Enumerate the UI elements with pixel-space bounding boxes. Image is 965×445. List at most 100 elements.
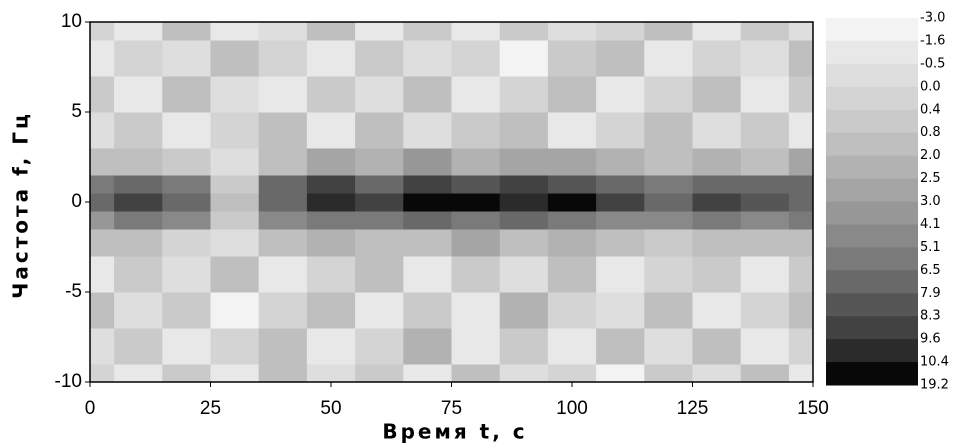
colorbar-label: 6.5 [920, 263, 941, 278]
contour-cell [740, 40, 790, 77]
contour-cell [90, 193, 115, 212]
contour-cell [114, 292, 163, 329]
contour-cell [596, 364, 645, 383]
contour-cell [644, 211, 693, 230]
contour-cell [114, 22, 163, 41]
contour-cell [403, 22, 452, 41]
contour-cell [499, 328, 549, 365]
contour-cell [692, 76, 742, 113]
contour-cell [644, 193, 693, 212]
contour-cell [355, 148, 404, 176]
contour-cell [547, 40, 597, 77]
contour-cell [644, 148, 693, 176]
colorbar-label: 2.0 [920, 148, 941, 163]
contour-cell [692, 193, 742, 212]
contour-cell [355, 229, 404, 257]
contour-cell [596, 148, 645, 176]
contour-cell [306, 148, 356, 176]
contour-cell [210, 229, 260, 257]
contour-cell [355, 40, 404, 77]
colorbar-label: 3.0 [920, 194, 941, 209]
contour-cell [451, 256, 501, 293]
contour-cell [306, 22, 356, 41]
contour-cell [499, 229, 549, 257]
contour-cell [740, 256, 790, 293]
contour-cell [547, 175, 597, 194]
contour-cell [644, 256, 693, 293]
contour-cell [90, 211, 115, 230]
x-tick-label: 100 [556, 398, 588, 419]
contour-cell [306, 193, 356, 212]
contour-cell [788, 76, 814, 113]
contour-cell [451, 22, 501, 41]
contour-cell [403, 256, 452, 293]
contour-cell [740, 193, 790, 212]
contour-cell [547, 328, 597, 365]
contour-cell [451, 211, 501, 230]
contour-cell [499, 292, 549, 329]
contour-cell [355, 112, 404, 149]
contour-cell [788, 193, 814, 212]
contour-cell [740, 148, 790, 176]
contour-cell [306, 229, 356, 257]
x-tick-label: 75 [441, 398, 462, 419]
contour-cell [451, 112, 501, 149]
colorbar-band [826, 18, 918, 42]
contour-cell [451, 148, 501, 176]
contour-cell [258, 22, 308, 41]
x-tick-label: 125 [677, 398, 709, 419]
contour-cell [596, 22, 645, 41]
contour-cell [162, 148, 211, 176]
contour-cell [692, 148, 742, 176]
contour-cell [355, 364, 404, 383]
contour-cell [547, 211, 597, 230]
contour-cell [355, 76, 404, 113]
contour-cell [740, 364, 790, 383]
contour-cell [788, 292, 814, 329]
contour-cell [403, 229, 452, 257]
contour-cell [258, 40, 308, 77]
y-axis-title: Частота f, Гц [9, 111, 33, 299]
y-tick-label: -10 [55, 371, 82, 392]
contour-cell [547, 256, 597, 293]
colorbar-label: 4.1 [920, 217, 941, 232]
x-tick-label: 25 [200, 398, 221, 419]
contour-cell [90, 256, 115, 293]
contour-cell [162, 40, 211, 77]
contour-cell [258, 256, 308, 293]
contour-cell [547, 292, 597, 329]
contour-cell [403, 193, 452, 212]
contour-field [90, 22, 814, 383]
contour-cell [499, 193, 549, 212]
colorbar-label: 2.5 [920, 171, 941, 186]
contour-cell [499, 76, 549, 113]
contour-cell [306, 328, 356, 365]
contour-cell [788, 211, 814, 230]
colorbar-band [826, 224, 918, 248]
contour-cell [114, 211, 163, 230]
contour-cell [596, 40, 645, 77]
contour-cell [90, 292, 115, 329]
colorbar-band [826, 178, 918, 202]
contour-cell [451, 76, 501, 113]
contour-cell [90, 328, 115, 365]
contour-cell [258, 175, 308, 194]
contour-cell [306, 256, 356, 293]
contour-cell [499, 148, 549, 176]
contour-cell [114, 76, 163, 113]
contour-cell [162, 112, 211, 149]
contour-cell [596, 112, 645, 149]
contour-cell [499, 112, 549, 149]
contour-cell [355, 292, 404, 329]
x-axis-title: Время t, с [382, 420, 527, 444]
colorbar-band [826, 155, 918, 180]
contour-cell [403, 112, 452, 149]
colorbar-label: 0.4 [920, 102, 941, 117]
contour-cell [596, 193, 645, 212]
contour-cell [788, 229, 814, 257]
contour-cell [90, 112, 115, 149]
contour-cell [355, 256, 404, 293]
contour-cell [788, 328, 814, 365]
contour-cell [162, 22, 211, 41]
